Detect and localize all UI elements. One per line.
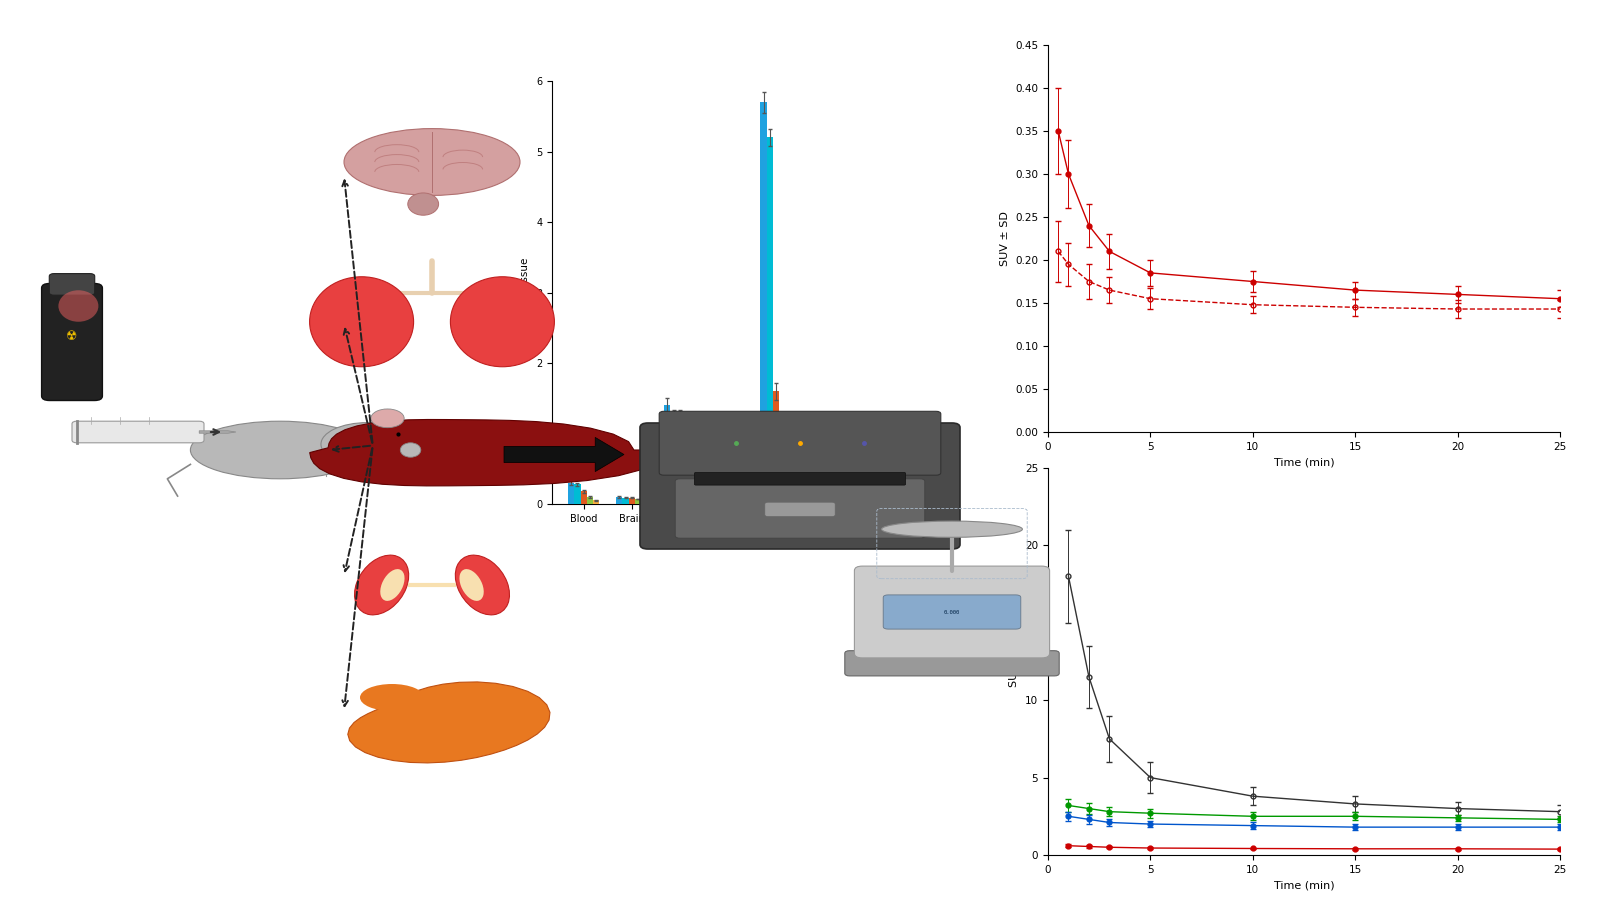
FancyArrow shape: [504, 437, 624, 472]
Bar: [731, 497, 738, 504]
Bar: [622, 498, 629, 504]
Bar: [642, 502, 648, 504]
Ellipse shape: [408, 193, 438, 215]
FancyBboxPatch shape: [640, 423, 960, 549]
Ellipse shape: [360, 684, 424, 711]
Bar: [581, 491, 587, 504]
Bar: [629, 498, 635, 504]
Ellipse shape: [400, 443, 421, 457]
Bar: [587, 497, 594, 504]
Bar: [738, 501, 744, 504]
FancyBboxPatch shape: [694, 472, 906, 485]
Bar: [677, 416, 683, 504]
Bar: [718, 491, 725, 504]
Text: 0.000: 0.000: [944, 609, 960, 615]
Ellipse shape: [322, 423, 413, 466]
FancyBboxPatch shape: [854, 566, 1050, 658]
Polygon shape: [347, 682, 550, 763]
Bar: [862, 497, 869, 504]
Ellipse shape: [381, 569, 405, 601]
Ellipse shape: [371, 409, 405, 428]
Bar: [882, 501, 888, 504]
Ellipse shape: [355, 555, 408, 615]
Bar: [814, 469, 821, 504]
X-axis label: Time (min): Time (min): [1274, 457, 1334, 467]
Ellipse shape: [190, 421, 370, 479]
Y-axis label: SUV± SD: SUV± SD: [1010, 635, 1019, 688]
Y-axis label: SUV ± SD: SUV ± SD: [1000, 212, 1010, 266]
Bar: [760, 103, 766, 504]
Bar: [670, 416, 677, 504]
Bar: [683, 423, 690, 504]
Bar: [779, 472, 786, 504]
FancyArrow shape: [198, 431, 237, 433]
Bar: [821, 472, 827, 504]
FancyBboxPatch shape: [675, 479, 925, 538]
Bar: [808, 465, 814, 504]
Bar: [766, 138, 773, 504]
Bar: [574, 484, 581, 504]
FancyBboxPatch shape: [50, 274, 94, 295]
Bar: [712, 490, 718, 504]
Bar: [594, 500, 600, 504]
FancyBboxPatch shape: [845, 651, 1059, 676]
FancyBboxPatch shape: [42, 284, 102, 400]
Bar: [856, 496, 862, 504]
Bar: [869, 497, 875, 504]
Bar: [664, 405, 670, 504]
Ellipse shape: [451, 276, 555, 366]
FancyBboxPatch shape: [659, 411, 941, 475]
Bar: [690, 500, 696, 504]
Polygon shape: [310, 419, 670, 486]
FancyBboxPatch shape: [765, 502, 835, 517]
X-axis label: Time (min): Time (min): [1274, 880, 1334, 890]
FancyBboxPatch shape: [883, 595, 1021, 629]
Bar: [725, 491, 731, 504]
Bar: [635, 500, 642, 504]
Ellipse shape: [344, 129, 520, 195]
Text: ☢: ☢: [66, 330, 78, 343]
Bar: [875, 499, 882, 504]
Bar: [834, 497, 840, 504]
Bar: [786, 490, 792, 504]
Bar: [827, 477, 834, 504]
Ellipse shape: [310, 276, 413, 366]
Bar: [773, 392, 779, 504]
Bar: [616, 497, 622, 504]
Bar: [568, 482, 574, 504]
Ellipse shape: [59, 290, 99, 322]
Ellipse shape: [459, 569, 483, 601]
FancyBboxPatch shape: [72, 421, 205, 443]
Ellipse shape: [456, 555, 509, 615]
Y-axis label: % ID/g Tissue: % ID/g Tissue: [520, 257, 531, 328]
Ellipse shape: [882, 521, 1022, 537]
